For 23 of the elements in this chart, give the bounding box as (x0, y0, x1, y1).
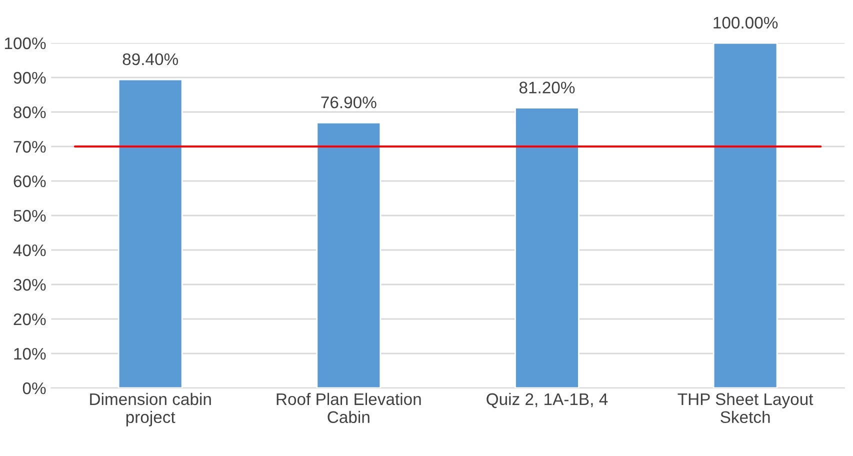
x-tick-label: THP Sheet Layout Sketch (678, 392, 814, 424)
y-tick-label: 60% (14, 175, 46, 188)
data-label: 76.90% (321, 96, 376, 108)
data-label: 89.40% (122, 53, 178, 66)
y-tick-label: 80% (14, 106, 46, 118)
x-tick-label: Quiz 2, 1A-1B, 4 (486, 392, 608, 408)
y-tick-label: 30% (14, 278, 46, 291)
data-label: 81.20% (519, 82, 575, 94)
y-tick-label: 100% (4, 37, 46, 50)
y-tick-label: 10% (14, 348, 46, 360)
bar (514, 107, 580, 388)
y-tick-label: 50% (14, 210, 46, 222)
x-tick-label: Dimension cabin project (90, 392, 211, 426)
y-tick-label: 20% (14, 313, 46, 326)
x-tick-label: Roof Plan Elevation Cabin (276, 392, 421, 424)
y-tick-label: 40% (13, 244, 46, 256)
data-label: 100.00% (714, 16, 778, 29)
y-tick-label: 90% (14, 72, 46, 84)
y-tick-label: 0% (22, 382, 46, 394)
bar (118, 78, 183, 388)
bar (712, 43, 778, 388)
bar (316, 122, 382, 388)
y-tick-label: 70% (14, 140, 46, 153)
